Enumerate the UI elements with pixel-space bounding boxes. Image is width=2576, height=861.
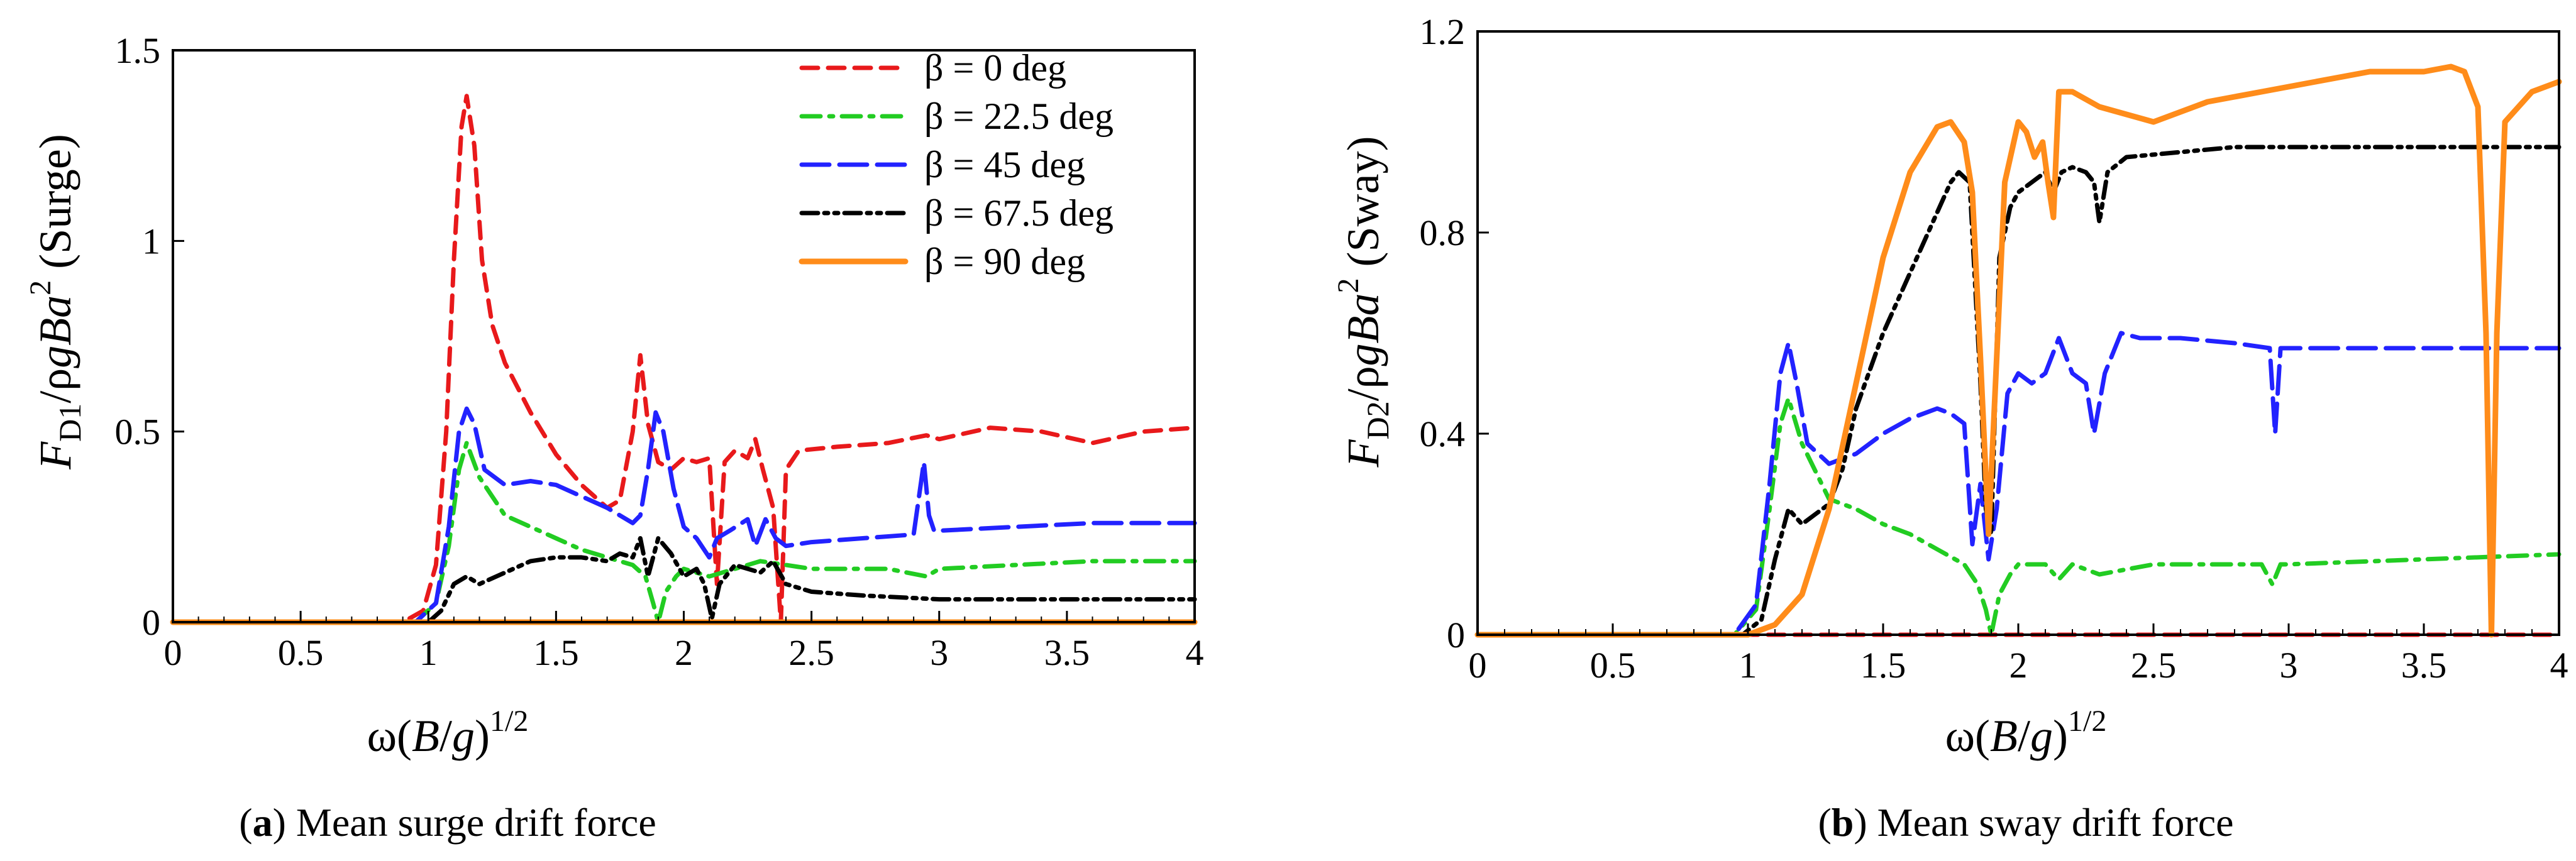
panel-a-ticks: 0 0.5 1 1.5 2 2.5 3 3.5 4 0 0.5 1 1.5 [115, 30, 1204, 673]
x-tick-label: 3.5 [1044, 632, 1090, 673]
legend-label-0: β = 0 deg [924, 47, 1066, 89]
panel-b-series [1474, 63, 2562, 638]
x-tick-label: 3.5 [2401, 645, 2447, 686]
x-tick-label: 0.5 [278, 632, 324, 673]
x-tick-label: 0 [164, 632, 182, 673]
x-tick-label: 4 [2550, 645, 2568, 686]
x-tick-label: 3 [2280, 645, 2298, 686]
panel-b-ylabel: FD2/ρgBa2 (Sway) [1332, 136, 1395, 468]
legend-label-3: β = 67.5 deg [924, 192, 1114, 234]
y-tick-label: 1 [142, 221, 160, 261]
panel-a-xlabel: ω(B/g)1/2 [367, 705, 529, 761]
x-tick-label: 2 [2009, 645, 2028, 686]
y-tick-label: 1.2 [1420, 11, 1466, 52]
y-tick-label: 0.8 [1420, 212, 1466, 253]
x-tick-label: 1 [1739, 645, 1757, 686]
legend-label-1: β = 22.5 deg [924, 96, 1114, 137]
panel-a-legend: β = 0 deg β = 22.5 deg β = 45 deg β = 67.5 … [799, 47, 1114, 282]
x-tick-label: 2.5 [788, 632, 834, 673]
x-tick-label: 0 [1469, 645, 1487, 686]
panel-a-ylabel: FD1/ρgBa2 (Surge) [24, 134, 87, 470]
legend-label-4: β = 90 deg [924, 241, 1085, 282]
panel-b-ticks: 0 0.5 1 1.5 2 2.5 3 3.5 4 0 0.4 0.8 1.2 [1420, 11, 2568, 686]
series-line-3 [170, 536, 1197, 625]
y-tick-label: 0.5 [115, 412, 161, 452]
panel-b-sway: 0 0.5 1 1.5 2 2.5 3 3.5 4 0 0.4 0.8 1.2 ω(B/g)1/2 FD… [1332, 11, 2568, 845]
y-tick-label: 0.4 [1420, 414, 1466, 454]
y-tick-label: 0 [1447, 615, 1465, 655]
x-tick-label: 1 [419, 632, 438, 673]
panel-b-xlabel: ω(B/g)1/2 [1945, 705, 2107, 761]
panel-b-caption: (b) Mean sway drift force [1818, 800, 2233, 845]
series-line-1 [170, 441, 1197, 625]
series-line-2 [1475, 331, 2562, 637]
x-tick-label: 2.5 [2131, 645, 2177, 686]
x-tick-label: 2 [675, 632, 693, 673]
y-tick-label: 1.5 [115, 30, 161, 71]
series-line-0 [170, 94, 1197, 625]
x-tick-label: 1.5 [1860, 645, 1906, 686]
series-line-2 [170, 406, 1197, 625]
series-line-4 [1474, 63, 2562, 638]
panel-a-caption: (a) Mean surge drift force [239, 800, 656, 845]
y-tick-label: 0 [142, 602, 160, 643]
x-tick-label: 4 [1186, 632, 1204, 673]
series-line-1 [1475, 396, 2562, 637]
panel-a-surge: 0 0.5 1 1.5 2 2.5 3 3.5 4 0 0.5 1 1.5 β = 0 deg β = 2… [24, 30, 1204, 845]
legend-label-2: β = 45 deg [924, 144, 1085, 185]
x-tick-label: 3 [930, 632, 948, 673]
x-tick-label: 0.5 [1590, 645, 1636, 686]
x-tick-label: 1.5 [533, 632, 579, 673]
